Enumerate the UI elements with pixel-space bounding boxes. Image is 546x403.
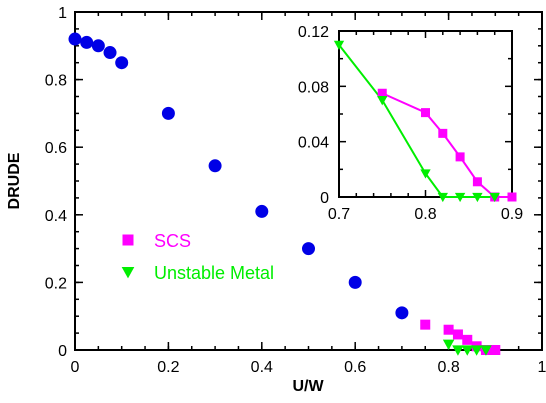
- data-point-circle: [395, 306, 409, 320]
- legend-label: SCS: [154, 231, 191, 251]
- data-point-square: [452, 329, 463, 340]
- inset-x-tick-label: 0.9: [501, 206, 523, 223]
- inset-data-point-square: [377, 88, 387, 98]
- legend-marker-square: [122, 234, 134, 246]
- legend-label: Unstable Metal: [154, 263, 274, 283]
- x-tick-label: 0: [71, 359, 80, 376]
- y-tick-label: 0: [58, 343, 67, 360]
- main-plot: 0 0.2 0.4 0.6 0.8 1 0 0.2 0.4 0.6 0.8 1 U/W DRUDE S…: [6, 5, 546, 395]
- y-tick-label: 1: [58, 5, 67, 22]
- inset-data-point-triangle-down: [420, 169, 431, 179]
- x-tick-label: 1: [538, 359, 546, 376]
- inset-data-point-triangle-down: [333, 40, 345, 51]
- data-point-triangle-down: [480, 345, 492, 356]
- data-point-circle: [348, 275, 362, 289]
- y-tick-label: 0.2: [45, 275, 67, 292]
- data-point-square: [462, 334, 473, 345]
- data-point-triangle-down: [461, 345, 474, 356]
- inset-data-point-triangle-down: [489, 192, 500, 203]
- data-point-circle: [91, 39, 105, 53]
- inset-data-point-square: [472, 177, 482, 187]
- data-point-circle: [115, 56, 129, 70]
- inset-x-tick-label: 0.8: [414, 206, 436, 223]
- data-point-square: [490, 345, 501, 355]
- x-axis-title: U/W: [292, 378, 324, 395]
- inset-y-tick-label: 0: [320, 190, 329, 207]
- x-tick-label: 0.8: [437, 359, 459, 376]
- y-tick-label: 0.4: [45, 208, 67, 225]
- inset-data-point-triangle-down: [472, 192, 483, 203]
- data-point-triangle-down: [452, 345, 464, 356]
- inset-data-point-square: [438, 128, 448, 138]
- data-point-circle: [103, 46, 117, 60]
- data-point-circle: [80, 35, 94, 49]
- inset-y-tick-label: 0.12: [298, 24, 329, 41]
- inset-marks: [333, 40, 517, 203]
- x-tick-label: 0.2: [157, 359, 179, 376]
- data-point-square: [443, 324, 454, 335]
- inset-plot: 0.7 0.8 0.9 0 0.04 0.08 0.12: [298, 24, 523, 223]
- data-point-circle: [255, 204, 269, 218]
- data-point-circle: [208, 159, 222, 173]
- inset-data-point-triangle-down: [377, 96, 388, 106]
- x-tick-label: 0.4: [251, 359, 273, 376]
- main-marks: [68, 32, 501, 356]
- data-point-circle: [302, 242, 315, 256]
- inset-data-point-square: [421, 108, 430, 118]
- inset-data-point-square: [507, 192, 517, 202]
- inset-data-point-square: [455, 152, 465, 162]
- main-ticks: 0 0.2 0.4 0.6 0.8 1 0 0.2 0.4 0.6 0.8 1: [45, 5, 546, 376]
- inset-x-tick-label: 0.7: [328, 206, 350, 223]
- y-axis-title: DRUDE: [6, 152, 23, 209]
- inset-y-tick-label: 0.08: [298, 79, 329, 96]
- legend: SCS Unstable Metal: [121, 231, 274, 283]
- data-point-circle: [68, 32, 82, 46]
- data-point-circle: [161, 106, 175, 120]
- inset-data-point-triangle-down: [437, 192, 448, 203]
- inset-data-point-triangle-down: [454, 192, 466, 203]
- data-point-triangle-down: [470, 345, 483, 356]
- data-point-triangle-down: [442, 339, 455, 351]
- y-tick-label: 0.8: [45, 73, 67, 90]
- inset-y-tick-label: 0.04: [298, 135, 329, 152]
- legend-marker-triangle-down: [121, 266, 135, 279]
- y-tick-label: 0.6: [45, 140, 67, 157]
- x-tick-label: 0.6: [344, 359, 366, 376]
- data-point-square: [420, 319, 431, 330]
